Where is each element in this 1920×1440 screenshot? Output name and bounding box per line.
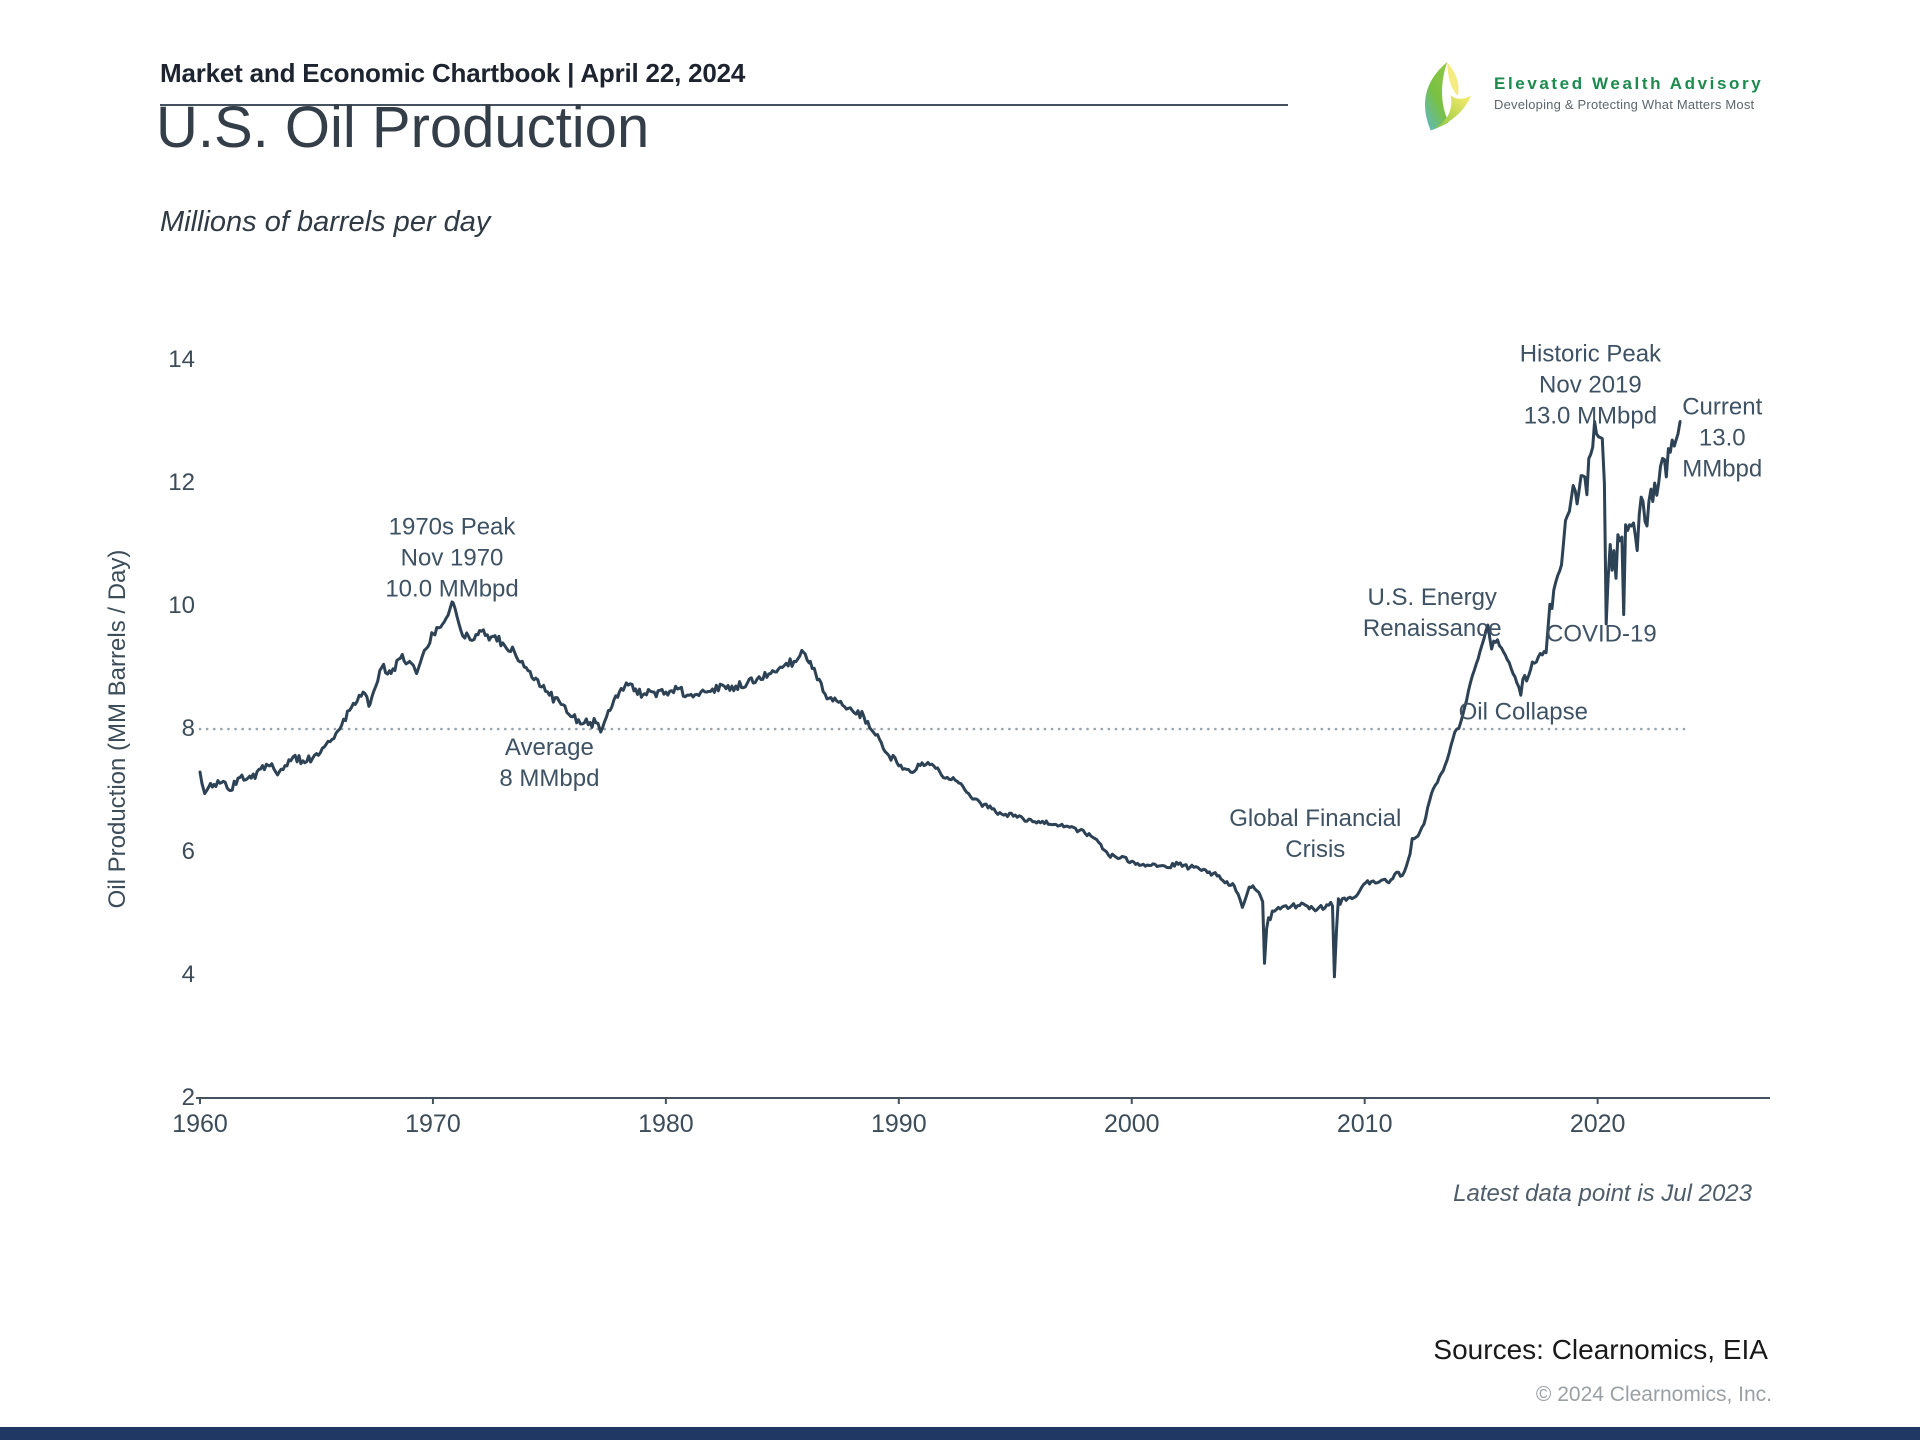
y-tick-label: 2 — [181, 1084, 195, 1111]
logo-company-name: Elevated Wealth Advisory — [1494, 74, 1764, 93]
oil-production-series-line — [198, 420, 1682, 979]
chartbook-header: Market and Economic Chartbook | April 22… — [160, 58, 746, 88]
annotation-oil-collapse: Oil Collapse — [1458, 698, 1589, 726]
y-tick-label: 6 — [181, 838, 195, 865]
footer-accent-bar — [0, 1427, 1920, 1440]
leaf-sail-icon — [1425, 62, 1471, 131]
annotation-current: Current 13.0 MMbpd — [1682, 393, 1763, 483]
annotation-us-energy-renaissance: U.S. Energy Renaissance — [1362, 583, 1502, 642]
x-tick-label: 2010 — [1336, 1110, 1393, 1138]
copyright-note: © 2024 Clearnomics, Inc. — [1535, 1383, 1772, 1406]
y-tick-label: 12 — [168, 469, 195, 496]
x-tick-label: 2020 — [1569, 1110, 1626, 1138]
x-tick-label: 1980 — [638, 1110, 694, 1138]
latest-data-note: Latest data point is Jul 2023 — [1453, 1180, 1752, 1207]
annotation-covid-19: COVID-19 — [1545, 620, 1657, 648]
y-tick-label: 8 — [181, 715, 195, 742]
x-tick-label: 1960 — [172, 1110, 228, 1138]
annotation-peak-1970s: 1970s Peak Nov 1970 10.0 MMbpd — [385, 513, 519, 603]
logo-text: Elevated Wealth Advisory Developing & Pr… — [1494, 56, 1763, 112]
x-tick-label: 1990 — [871, 1110, 927, 1138]
annotation-average: Average 8 MMbpd — [499, 733, 600, 792]
x-tick-label: 1970 — [405, 1110, 461, 1138]
x-tick-label: 2000 — [1103, 1110, 1160, 1138]
page-subtitle: Millions of barrels per day — [160, 206, 491, 238]
header-divider — [160, 104, 1288, 106]
page-title: U.S. Oil Production — [156, 95, 650, 160]
annotation-historic-peak: Historic Peak Nov 2019 13.0 MMbpd — [1519, 340, 1662, 430]
y-tick-label: 10 — [168, 592, 195, 619]
annotation-global-financial-crisis: Global Financial Crisis — [1229, 805, 1402, 864]
y-tick-label: 4 — [181, 961, 195, 988]
company-logo: Elevated Wealth Advisory Developing & Pr… — [1406, 56, 1763, 134]
y-tick-label: 14 — [168, 346, 195, 373]
sources-note: Sources: Clearnomics, EIA — [1433, 1334, 1768, 1365]
logo-tagline: Developing & Protecting What Matters Mos… — [1494, 97, 1755, 112]
